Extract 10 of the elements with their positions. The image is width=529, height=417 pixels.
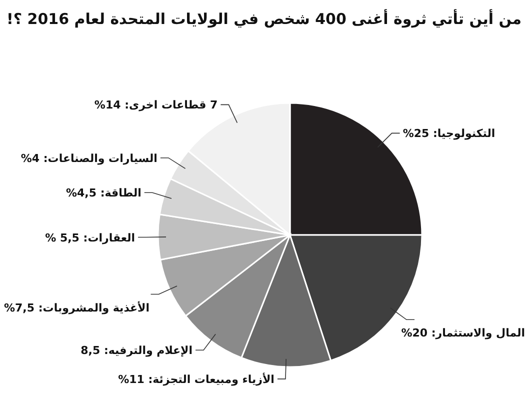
slice-label: 7 قطاعات اخرى: 14% <box>94 98 218 112</box>
slice-label: الطاقة: 4,5% <box>66 186 142 200</box>
slice-label: التكنولوجيا: 25% <box>402 127 496 140</box>
slice-label: الإعلام والترفيه: 8,5 <box>80 344 193 358</box>
slice-label: الأزياء ومبيعات التجزئة: 11% <box>118 372 274 386</box>
chart-title: من أين تأتي ثروة أغنى 400 شخص في الولايات المتحدة لعام 2016 ؟! <box>6 9 522 28</box>
slice-label: الأغذية والمشروبات: 7,5% <box>4 300 150 314</box>
slice-label: المال والاستثمار: 20% <box>401 326 525 340</box>
slice-label: العقارات: 5,5 % <box>45 231 136 244</box>
slice-label: السيارات والصناعات: 4% <box>20 152 158 165</box>
